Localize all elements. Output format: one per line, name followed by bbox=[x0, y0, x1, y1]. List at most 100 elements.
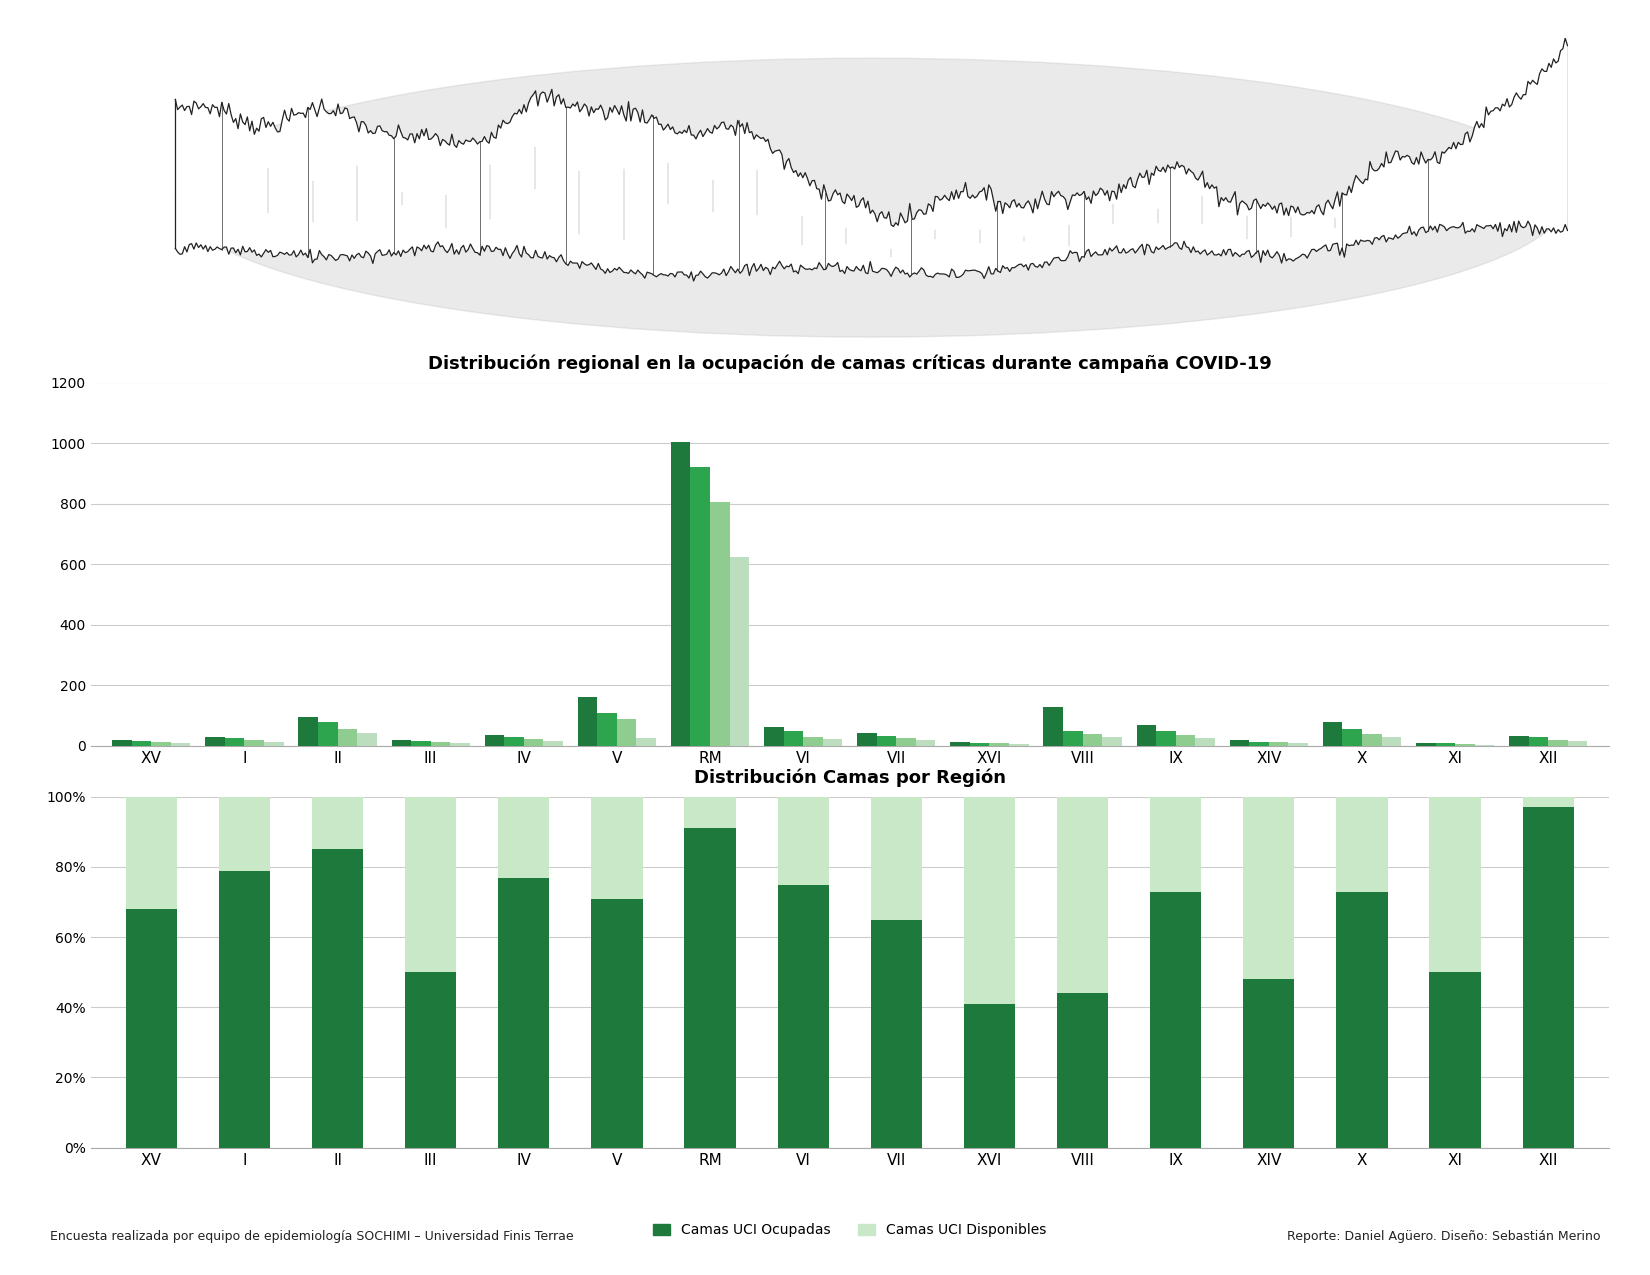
Bar bbox=[312, 797, 363, 849]
Bar bbox=[1568, 741, 1587, 746]
Bar bbox=[485, 736, 505, 746]
Bar bbox=[1523, 797, 1574, 807]
Bar bbox=[950, 742, 970, 746]
Bar bbox=[1528, 737, 1548, 746]
Bar bbox=[264, 742, 284, 746]
Bar bbox=[112, 740, 132, 746]
Bar bbox=[219, 871, 271, 1148]
Bar bbox=[871, 797, 922, 919]
Ellipse shape bbox=[175, 59, 1568, 337]
Bar bbox=[858, 733, 876, 746]
Bar bbox=[1063, 732, 1082, 746]
Bar bbox=[1242, 797, 1295, 979]
Bar bbox=[125, 909, 177, 1148]
Bar bbox=[152, 742, 172, 746]
Bar bbox=[391, 740, 411, 746]
Bar bbox=[523, 740, 543, 746]
Bar bbox=[299, 717, 318, 746]
Bar bbox=[219, 797, 271, 871]
Title: Distribución regional en la ocupación de camas críticas durante campaña COVID-19: Distribución regional en la ocupación de… bbox=[427, 354, 1272, 372]
Bar bbox=[1058, 993, 1109, 1148]
Bar bbox=[777, 885, 828, 1148]
Bar bbox=[1137, 725, 1157, 746]
Bar bbox=[729, 557, 749, 746]
Bar bbox=[1102, 737, 1122, 746]
Bar bbox=[970, 743, 990, 746]
Bar bbox=[637, 738, 657, 746]
Bar bbox=[205, 737, 224, 746]
Bar bbox=[672, 442, 690, 746]
Bar bbox=[411, 741, 431, 746]
Title: Distribución Camas por Región: Distribución Camas por Región bbox=[693, 769, 1006, 787]
Bar bbox=[498, 797, 549, 877]
Bar bbox=[784, 732, 804, 746]
Bar bbox=[876, 736, 896, 746]
Bar bbox=[1058, 797, 1109, 993]
Bar bbox=[617, 719, 637, 746]
Bar bbox=[1381, 737, 1401, 746]
Bar bbox=[1150, 797, 1201, 891]
Bar bbox=[896, 738, 916, 746]
Legend: Camas UCI Ocupadas, Camas UCI Disponibles: Camas UCI Ocupadas, Camas UCI Disponible… bbox=[647, 1218, 1053, 1243]
Bar bbox=[591, 797, 642, 899]
Bar bbox=[916, 741, 936, 746]
Legend: Camas de UCI consultadas disponibles, Camas UCI Ocupadas, Pacientes en Ventilaci: Camas de UCI consultadas disponibles, Ca… bbox=[343, 796, 1356, 817]
Bar bbox=[1010, 745, 1028, 746]
Bar bbox=[804, 737, 823, 746]
Bar bbox=[690, 467, 710, 746]
Bar bbox=[964, 1003, 1015, 1148]
Bar bbox=[404, 972, 457, 1148]
Bar bbox=[777, 797, 828, 885]
Bar bbox=[964, 797, 1015, 1003]
Bar bbox=[1343, 729, 1361, 746]
Bar bbox=[1150, 891, 1201, 1148]
Bar bbox=[1429, 797, 1480, 972]
Bar bbox=[132, 741, 152, 746]
Bar bbox=[404, 797, 457, 972]
Bar bbox=[1336, 797, 1388, 891]
Bar bbox=[543, 741, 563, 746]
Bar bbox=[578, 697, 597, 746]
Bar bbox=[1229, 740, 1249, 746]
Bar bbox=[1510, 736, 1528, 746]
Bar bbox=[1361, 734, 1381, 746]
Bar bbox=[1548, 740, 1567, 746]
Bar bbox=[318, 722, 338, 746]
Bar bbox=[1429, 972, 1480, 1148]
Bar bbox=[312, 849, 363, 1148]
Bar bbox=[1195, 738, 1214, 746]
Bar bbox=[125, 797, 177, 909]
Bar bbox=[1157, 732, 1176, 746]
Bar bbox=[1323, 722, 1343, 746]
Bar bbox=[172, 743, 190, 746]
Bar bbox=[431, 742, 450, 746]
Bar bbox=[1455, 745, 1475, 746]
Bar bbox=[224, 738, 244, 746]
Bar bbox=[823, 740, 842, 746]
Bar bbox=[1436, 743, 1455, 746]
Bar bbox=[1336, 891, 1388, 1148]
Bar bbox=[498, 877, 549, 1148]
Bar bbox=[764, 727, 784, 746]
Text: Reporte: Daniel Agüero. Diseño: Sebastián Merino: Reporte: Daniel Agüero. Diseño: Sebastiá… bbox=[1287, 1230, 1600, 1243]
Bar bbox=[1043, 706, 1063, 746]
Bar bbox=[1176, 736, 1195, 746]
Bar bbox=[450, 743, 470, 746]
Bar bbox=[710, 502, 729, 746]
Bar bbox=[1082, 734, 1102, 746]
Text: Encuesta realizada por equipo de epidemiología SOCHIMI – Universidad Finis Terra: Encuesta realizada por equipo de epidemi… bbox=[50, 1230, 573, 1243]
Bar bbox=[505, 737, 523, 746]
Bar bbox=[1242, 979, 1295, 1148]
Bar bbox=[685, 829, 736, 1148]
Bar bbox=[338, 729, 356, 746]
Bar bbox=[871, 919, 922, 1148]
Bar bbox=[591, 899, 642, 1148]
Bar bbox=[244, 740, 264, 746]
Bar bbox=[1289, 743, 1308, 746]
Bar bbox=[597, 713, 617, 746]
Bar bbox=[1249, 742, 1269, 746]
Bar bbox=[990, 743, 1010, 746]
Bar bbox=[1416, 743, 1436, 746]
Bar bbox=[356, 733, 376, 746]
Bar bbox=[685, 797, 736, 829]
